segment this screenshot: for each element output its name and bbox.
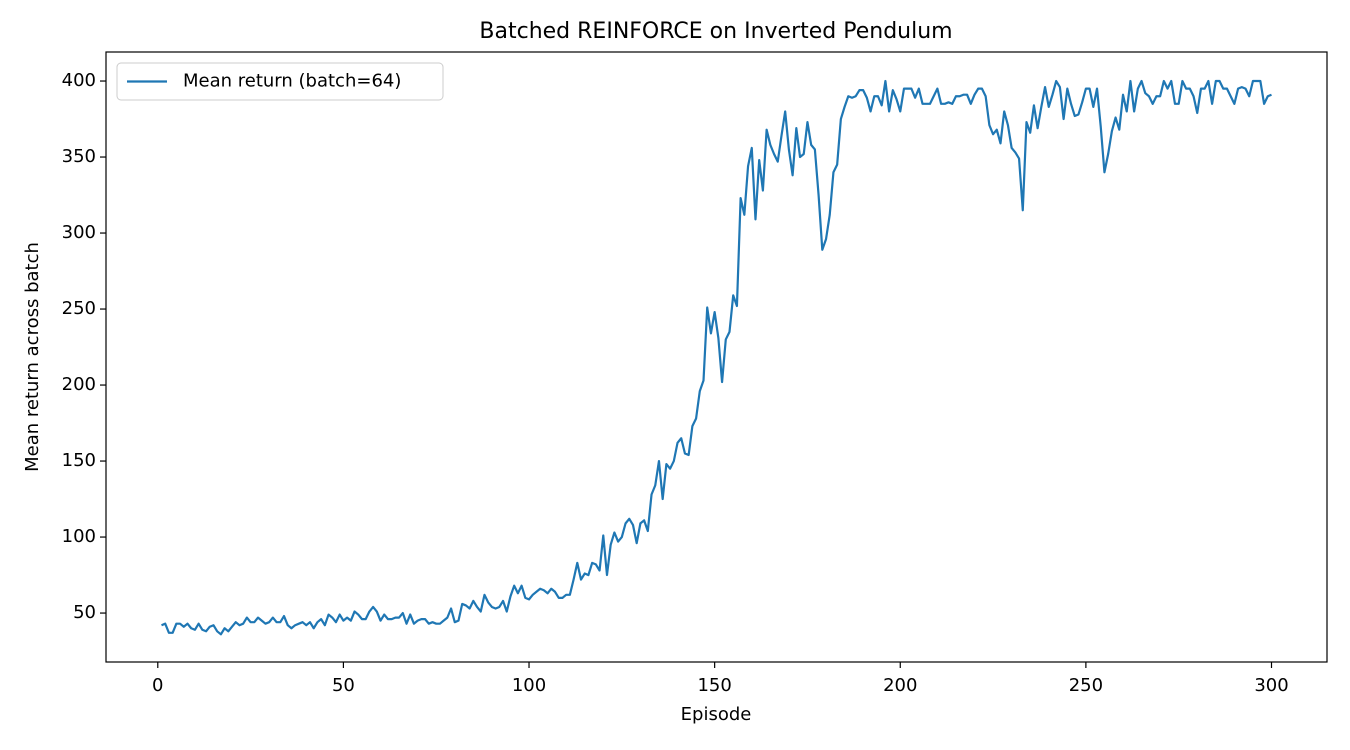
chart-title: Batched REINFORCE on Inverted Pendulum [479, 19, 952, 44]
x-tick-label: 250 [1069, 675, 1103, 696]
y-tick-label: 300 [62, 222, 96, 243]
y-tick-label: 200 [62, 374, 96, 395]
y-tick-label: 400 [62, 70, 96, 91]
y-tick-label: 350 [62, 146, 96, 167]
x-tick-label: 200 [883, 675, 917, 696]
x-tick-label: 50 [332, 675, 355, 696]
y-tick-label: 250 [62, 298, 96, 319]
plot-frame [105, 51, 1328, 663]
legend-box [116, 62, 444, 101]
x-tick-label: 0 [152, 675, 163, 696]
legend-label: Mean return (batch=64) [183, 71, 401, 92]
x-tick-label: 100 [512, 675, 546, 696]
y-tick-label: 150 [62, 450, 96, 471]
x-tick-label: 150 [697, 675, 731, 696]
x-axis-label: Episode [681, 704, 752, 725]
x-tick-label: 300 [1254, 675, 1288, 696]
y-axis-label: Mean return across batch [22, 242, 43, 472]
y-tick-label: 50 [73, 602, 96, 623]
y-tick-label: 100 [62, 526, 96, 547]
data-line [161, 79, 1272, 636]
